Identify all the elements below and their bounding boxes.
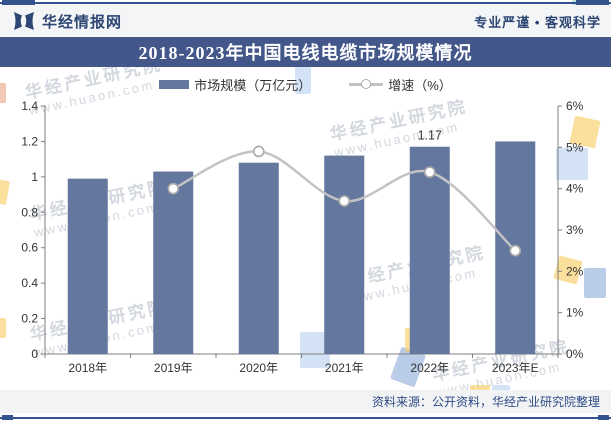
left-axis-tick-label: 0 <box>31 347 38 361</box>
x-axis-category-label: 2018年 <box>68 361 107 375</box>
x-axis-category-label: 2020年 <box>239 361 278 375</box>
top-border <box>0 0 611 5</box>
left-axis-tick-label: 1.2 <box>21 134 38 148</box>
bar-swatch-icon <box>159 79 190 89</box>
top-border-left-cap <box>2 0 35 5</box>
right-axis-tick-label: 6% <box>566 99 584 113</box>
legend-item-growth: 增速（%） <box>349 75 452 94</box>
right-axis-tick-label: 5% <box>566 140 584 154</box>
brand: 华经情报网 <box>13 11 122 32</box>
bar-data-label: 1.17 <box>418 129 442 143</box>
source-bar: 资料来源：公开资料，华经产业研究院整理 <box>0 390 611 413</box>
combo-chart: 0 0.2 0.4 0.6 0.8 1 1.2 1.4 0% 1% 2% 3% 4% 5% 6% 2018年 2… <box>21 99 584 375</box>
growth-line-marker <box>167 182 180 195</box>
bottom-border-right-cap <box>598 415 609 420</box>
x-axis-category-label: 2019年 <box>154 361 193 375</box>
bar-2022年 <box>409 146 450 354</box>
bar-2019年 <box>153 171 194 354</box>
left-axis-tick-label: 0.4 <box>21 276 38 290</box>
page-title: 2018-2023年中国电线电缆市场规模情况 <box>138 43 473 63</box>
x-axis-category-label: 2022年 <box>410 361 449 375</box>
huajing-logo-icon <box>14 12 34 30</box>
bar-2018年 <box>67 178 108 354</box>
x-axis-category-label: 2021年 <box>325 361 364 375</box>
bottom-border-left-cap <box>2 415 13 420</box>
legend-label: 增速（%） <box>388 77 452 93</box>
title-bar: 2018-2023年中国电线电缆市场规模情况 <box>0 37 611 67</box>
bar-2020年 <box>238 162 279 354</box>
left-axis-tick-label: 0.6 <box>21 241 38 255</box>
right-axis-tick-label: 0% <box>566 347 584 361</box>
growth-line-marker <box>509 244 522 257</box>
top-border-right-cap <box>576 0 609 5</box>
left-axis-tick-label: 0.2 <box>21 312 38 326</box>
x-axis-category-label: 2023年E <box>492 361 539 375</box>
right-axis-tick-label: 2% <box>566 264 584 278</box>
left-axis-tick-label: 0.8 <box>21 205 38 219</box>
header-tagline: 专业严谨 • 客观科学 <box>474 14 601 30</box>
right-axis-tick-label: 4% <box>566 182 584 196</box>
growth-line-marker <box>338 195 351 207</box>
source-text: 资料来源：公开资料，华经产业研究院整理 <box>371 395 600 409</box>
growth-line-marker <box>252 145 265 158</box>
legend-label: 市场规模（万亿元） <box>194 77 312 93</box>
right-axis-tick-label: 1% <box>566 306 584 320</box>
legend-item-market-size: 市场规模（万亿元） <box>159 75 311 94</box>
bottom-border <box>0 415 611 420</box>
chart-legend: 市场规模（万亿元） 增速（%） <box>0 74 611 94</box>
left-axis-tick-label: 1 <box>31 170 38 184</box>
header: 华经情报网 专业严谨 • 客观科学 <box>0 5 611 37</box>
bar-2021年 <box>324 155 365 354</box>
right-axis-tick-label: 3% <box>566 223 584 237</box>
line-swatch-icon <box>349 79 384 89</box>
growth-line-marker <box>423 166 436 178</box>
left-axis-tick-label: 1.4 <box>21 99 38 113</box>
brand-name: 华经情报网 <box>42 13 123 31</box>
